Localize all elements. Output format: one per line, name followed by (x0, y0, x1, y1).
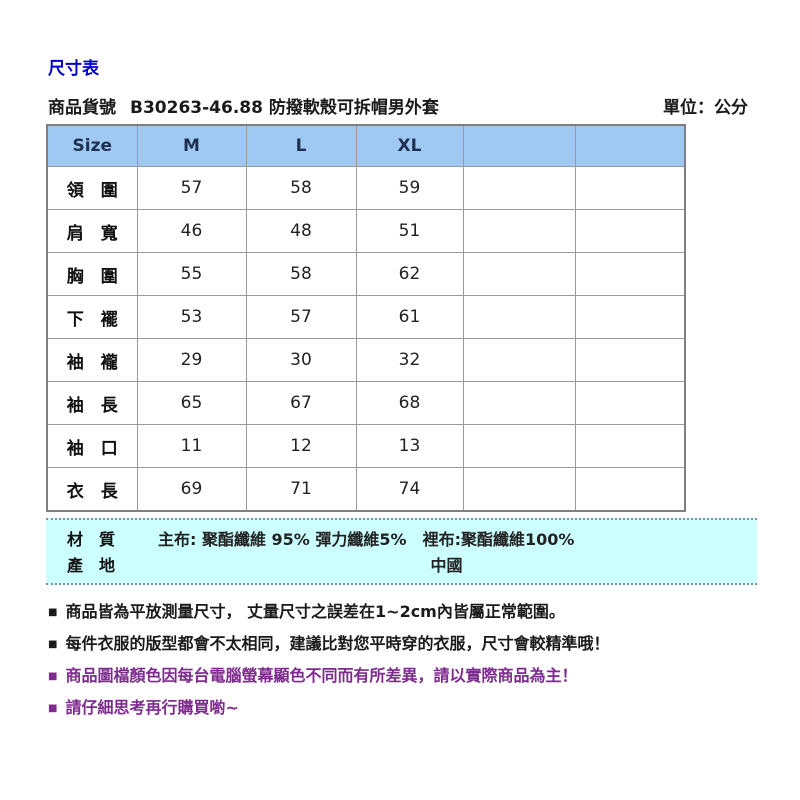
square-bullet-icon: ■ (48, 671, 58, 682)
size-cell: 69 (136, 467, 247, 512)
size-cell: 13 (355, 424, 464, 468)
size-cell: 46 (136, 209, 247, 253)
row-label-cell: 下 襬 (46, 295, 138, 339)
origin-value: 中國 (430, 556, 463, 575)
note-text: 請仔細思考再行購買喲~ (65, 698, 239, 717)
notes-section: ■ 商品皆為平放測量尺寸， 丈量尺寸之誤差在1~2cm內皆屬正常範圍。 ■ 每件… (48, 597, 800, 725)
size-cell (462, 381, 576, 425)
header-cell-empty (574, 124, 686, 167)
size-cell (574, 295, 686, 339)
page-title: 尺寸表 (48, 59, 99, 79)
size-cell (462, 338, 576, 382)
note-line: ■ 商品皆為平放測量尺寸， 丈量尺寸之誤差在1~2cm內皆屬正常範圍。 (48, 597, 800, 629)
note-text: 商品圖檔顏色因每台電腦螢幕顯色不同而有所差異，請以實際商品為主！ (65, 666, 578, 685)
product-code-value: B30263-46.88 防撥軟殼可拆帽男外套 (130, 98, 439, 118)
size-cell: 51 (355, 209, 464, 253)
table-row-hem: 下 襬 53 57 61 (46, 295, 686, 339)
header-cell-size: Size (46, 124, 138, 167)
table-row-chest: 胸 圍 55 58 62 (46, 252, 686, 296)
size-cell: 65 (136, 381, 247, 425)
header-cell-empty (462, 124, 576, 167)
size-cell (574, 424, 686, 468)
size-cell: 67 (245, 381, 357, 425)
square-bullet-icon: ■ (48, 607, 58, 618)
size-cell: 53 (136, 295, 247, 339)
size-chart-page: 尺寸表 商品貨號 B30263-46.88 防撥軟殼可拆帽男外套 單位：公分 S… (46, 59, 800, 725)
origin-label: 產 地 (66, 556, 115, 575)
size-cell: 57 (136, 166, 247, 210)
size-table: Size M L XL 領 圍 57 58 59 肩 寬 46 48 51 胸 … (46, 124, 686, 512)
row-label-cell: 領 圍 (46, 166, 138, 210)
size-cell: 29 (136, 338, 247, 382)
size-cell: 68 (355, 381, 464, 425)
size-cell: 55 (136, 252, 247, 296)
material-origin-band: 材 質 主布: 聚酯纖維 95% 彈力纖維5% 裡布:聚酯纖維100% 產 地 … (46, 518, 757, 585)
table-row-armhole: 袖 襱 29 30 32 (46, 338, 686, 382)
size-cell (462, 252, 576, 296)
header-cell-xl: XL (355, 124, 464, 167)
note-line: ■ 商品圖檔顏色因每台電腦螢幕顯色不同而有所差異，請以實際商品為主！ (48, 661, 800, 693)
size-cell (462, 467, 576, 512)
table-row-body-length: 衣 長 69 71 74 (46, 467, 686, 512)
size-cell (574, 381, 686, 425)
table-row-neck: 領 圍 57 58 59 (46, 166, 686, 210)
size-cell: 58 (245, 166, 357, 210)
material-value: 主布: 聚酯纖維 95% 彈力纖維5% 裡布:聚酯纖維100% (158, 530, 575, 549)
size-cell (574, 166, 686, 210)
size-cell: 12 (245, 424, 357, 468)
product-code-label: 商品貨號 (48, 98, 116, 118)
size-cell (574, 338, 686, 382)
row-label-cell: 衣 長 (46, 467, 138, 512)
row-label-cell: 胸 圍 (46, 252, 138, 296)
size-cell (462, 424, 576, 468)
table-row-shoulder: 肩 寬 46 48 51 (46, 209, 686, 253)
size-cell: 32 (355, 338, 464, 382)
size-cell: 48 (245, 209, 357, 253)
size-table-header-row: Size M L XL (46, 124, 686, 167)
note-line: ■ 請仔細思考再行購買喲~ (48, 693, 800, 725)
size-cell: 30 (245, 338, 357, 382)
material-label: 材 質 (66, 530, 115, 549)
size-cell (462, 295, 576, 339)
size-cell: 58 (245, 252, 357, 296)
size-cell: 11 (136, 424, 247, 468)
size-cell (574, 209, 686, 253)
note-text: 每件衣服的版型都會不太相同，建議比對您平時穿的衣服，尺寸會較精準哦！ (65, 634, 610, 653)
size-cell: 57 (245, 295, 357, 339)
row-label-cell: 袖 襱 (46, 338, 138, 382)
unit-label: 單位：公分 (663, 98, 748, 118)
origin-row: 產 地 中國 (46, 551, 757, 577)
row-label-cell: 袖 長 (46, 381, 138, 425)
size-cell: 61 (355, 295, 464, 339)
square-bullet-icon: ■ (48, 639, 58, 650)
table-row-sleeve-length: 袖 長 65 67 68 (46, 381, 686, 425)
table-row-cuff: 袖 口 11 12 13 (46, 424, 686, 468)
square-bullet-icon: ■ (48, 703, 58, 714)
size-cell: 74 (355, 467, 464, 512)
row-label-cell: 肩 寬 (46, 209, 138, 253)
header-cell-l: L (245, 124, 357, 167)
size-cell: 59 (355, 166, 464, 210)
note-line: ■ 每件衣服的版型都會不太相同，建議比對您平時穿的衣服，尺寸會較精準哦！ (48, 629, 800, 661)
size-cell (574, 467, 686, 512)
size-cell: 71 (245, 467, 357, 512)
header-cell-m: M (136, 124, 247, 167)
note-text: 商品皆為平放測量尺寸， 丈量尺寸之誤差在1~2cm內皆屬正常範圍。 (65, 602, 565, 621)
row-label-cell: 袖 口 (46, 424, 138, 468)
product-line: 商品貨號 B30263-46.88 防撥軟殼可拆帽男外套 單位：公分 (48, 93, 748, 118)
size-cell: 62 (355, 252, 464, 296)
size-cell (462, 209, 576, 253)
size-cell (462, 166, 576, 210)
size-cell (574, 252, 686, 296)
material-row: 材 質 主布: 聚酯纖維 95% 彈力纖維5% 裡布:聚酯纖維100% (46, 525, 757, 551)
